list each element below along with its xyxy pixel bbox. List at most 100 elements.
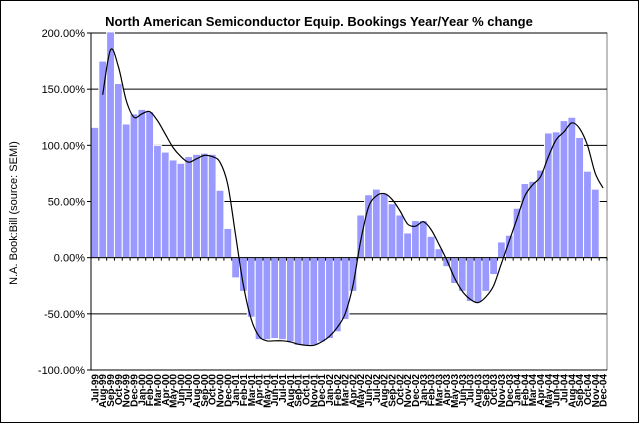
x-tick-label: Mar-01	[247, 374, 258, 407]
x-tick-label: Aug-04	[567, 374, 578, 408]
bar	[379, 193, 389, 259]
bar	[418, 220, 428, 259]
x-tick-label: Feb-01	[239, 374, 250, 407]
bar	[567, 116, 577, 259]
x-tick-label: Jun-03	[458, 374, 469, 407]
x-tick-label: Jan-03	[419, 374, 430, 406]
y-tick-label: 200.00%	[42, 28, 86, 40]
x-tick-labels: Jul-99Aug-99Sep-99Oct-99Nov-99Dec-99Jan-…	[90, 374, 609, 408]
y-tick-labels: 200.00% 150.00% 100.00% 50.00% 0.00% -50.00% -…	[38, 28, 85, 377]
bar	[340, 257, 350, 320]
bar	[270, 257, 280, 340]
bar	[121, 123, 131, 259]
x-tick-label: Jun-04	[552, 374, 563, 407]
chart-title: North American Semiconductor Equip. Book…	[105, 14, 533, 29]
x-tick-label: Jul-02	[372, 374, 383, 403]
bar	[285, 257, 295, 343]
axes	[87, 32, 608, 371]
bar	[278, 257, 287, 341]
x-tick-label: Nov-03	[497, 374, 508, 408]
x-tick-label: May-01	[262, 374, 273, 408]
x-tick-label: Jul-04	[560, 374, 571, 403]
x-tick-label: Oct-00	[208, 374, 219, 406]
x-tick-label: Dec-99	[130, 374, 141, 407]
x-tick-label: Sep-00	[200, 374, 211, 407]
x-tick-label: Oct-04	[583, 374, 594, 406]
bar	[528, 180, 538, 259]
x-tick-label: Sep-02	[388, 374, 399, 407]
x-tick-label: Jan-04	[513, 374, 524, 406]
bar	[364, 194, 373, 259]
bar	[215, 189, 225, 259]
bar	[176, 162, 186, 259]
x-tick-label: Feb-00	[145, 374, 156, 407]
x-tick-label: Jun-02	[364, 374, 375, 407]
x-tick-label: Nov-04	[591, 374, 602, 408]
bar	[473, 257, 483, 304]
x-tick-label: Mar-04	[528, 374, 539, 407]
x-tick-label: Aug-00	[192, 374, 203, 408]
bar	[575, 136, 585, 259]
x-tick-label: Apr-02	[348, 374, 359, 406]
x-tick-label: Jul-99	[90, 374, 101, 403]
bar	[98, 60, 108, 259]
y-tick-label: 150.00%	[42, 84, 86, 96]
bar	[536, 169, 545, 259]
x-tick-label: Sep-99	[106, 374, 117, 407]
bar	[325, 257, 334, 340]
x-tick-label: Feb-03	[427, 374, 438, 407]
bar	[426, 235, 436, 259]
bar	[481, 257, 491, 292]
bar	[583, 170, 592, 259]
x-tick-label: Dec-04	[599, 374, 610, 407]
x-tick-label: Jun-01	[270, 374, 281, 407]
line-series	[102, 48, 604, 347]
x-tick-label: Sep-03	[481, 374, 492, 407]
bar	[403, 232, 413, 259]
bar	[465, 257, 475, 302]
bar	[356, 214, 366, 259]
x-tick-label: Feb-02	[333, 374, 344, 407]
x-tick-label: Aug-99	[98, 374, 109, 408]
bar	[512, 207, 522, 259]
bar	[551, 131, 561, 259]
bar	[168, 159, 178, 259]
x-tick-label: Oct-99	[114, 374, 125, 406]
bar	[207, 153, 217, 259]
bar	[106, 31, 115, 259]
x-tick-label: Aug-02	[380, 374, 391, 408]
y-tick-label: -100.00%	[38, 365, 85, 377]
x-tick-label: Oct-03	[489, 374, 500, 406]
bar	[489, 257, 499, 276]
bar	[590, 188, 600, 259]
x-tick-label: Nov-02	[403, 374, 414, 408]
bar	[129, 113, 139, 259]
x-tick-label: Nov-00	[216, 374, 227, 408]
bar	[387, 203, 397, 259]
bar	[559, 120, 569, 259]
x-tick-label: Mar-02	[341, 374, 352, 407]
x-tick-label: Jun-00	[176, 374, 187, 407]
x-tick-label: Jan-00	[137, 374, 148, 406]
x-tick-label: Aug-01	[286, 374, 297, 408]
x-tick-label: Nov-01	[309, 374, 320, 408]
x-tick-label: Jan-01	[231, 374, 242, 406]
bar	[223, 227, 233, 259]
y-tick-label: -50.00%	[44, 309, 85, 321]
x-tick-label: Dec-01	[317, 374, 328, 407]
bar	[371, 188, 381, 259]
bar	[262, 257, 272, 341]
x-tick-label: Dec-00	[223, 374, 234, 407]
bar	[153, 144, 162, 259]
bar	[332, 257, 342, 333]
x-tick-label: Apr-04	[536, 374, 547, 406]
bar	[309, 257, 319, 346]
x-tick-label: Apr-00	[161, 374, 172, 406]
bar	[192, 153, 201, 259]
bar	[184, 156, 194, 259]
bar	[145, 111, 155, 259]
x-tick-label: Jul-03	[466, 374, 477, 403]
x-tick-label: Sep-04	[575, 374, 586, 407]
